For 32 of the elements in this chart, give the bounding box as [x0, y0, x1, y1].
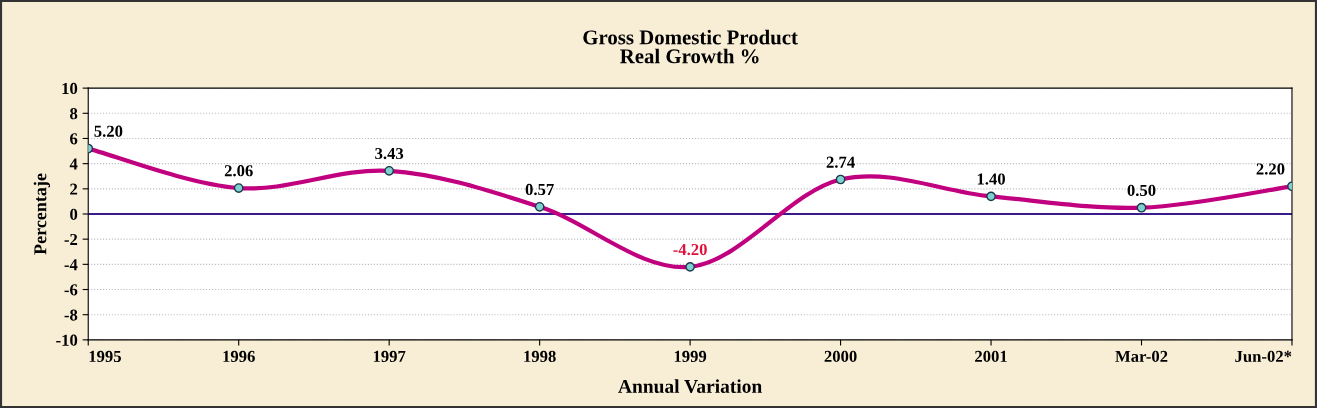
y-tick-label: 8 [70, 108, 78, 120]
x-tick-label: 1996 [223, 350, 255, 363]
text: 0.50 [1127, 184, 1156, 197]
x-tick-label: Mar-02 [1115, 350, 1168, 363]
x-tick-label: 1995 [89, 350, 121, 363]
x-axis-title: Annual Variation [618, 379, 762, 394]
y-tick-label: 4 [69, 158, 78, 170]
text: 2.06 [224, 165, 253, 177]
y-tick-label: -10 [56, 334, 78, 346]
x-tick-label: 2001 [975, 350, 1007, 363]
y-tick-label: 0 [70, 208, 78, 220]
text: 1.40 [977, 173, 1005, 185]
text: 2.20 [1256, 163, 1285, 175]
chart-title: Gross Domestic Product Real Growth % [583, 29, 798, 64]
y-tick-label: 6 [70, 133, 78, 145]
y-tick-label: -4 [64, 259, 78, 271]
y-tick-label: 2 [70, 183, 78, 195]
text: 5.20 [94, 125, 123, 137]
y-tick-label: -2 [64, 233, 78, 245]
x-tick-label: 1997 [373, 350, 406, 363]
y-tick-label: -6 [64, 284, 78, 296]
text: -4.20 [673, 243, 707, 256]
x-tick-label: 1999 [674, 350, 707, 363]
y-tick-label: 10 [62, 82, 78, 95]
x-tick-label: Jun-02* [1235, 350, 1292, 363]
x-tick-label: 1998 [524, 350, 556, 363]
y-tick-label: -8 [64, 309, 78, 321]
text: 2.74 [826, 156, 855, 168]
text: 0.57 [525, 183, 554, 196]
x-tick-label: 2000 [824, 350, 857, 363]
text: 3.43 [375, 147, 404, 160]
y-axis-title: Percentaje [33, 173, 51, 255]
